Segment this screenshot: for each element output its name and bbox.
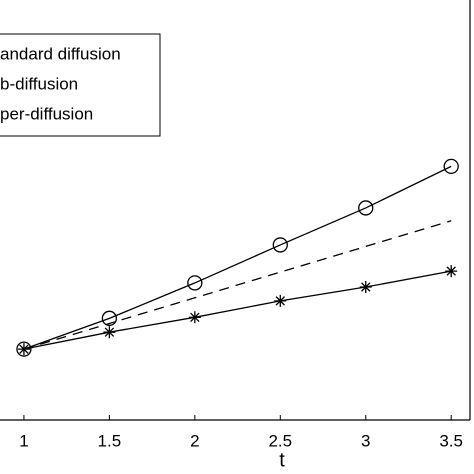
marker: [187, 275, 203, 291]
marker: [358, 200, 374, 216]
marker: [443, 158, 459, 175]
legend-label: b-diffusion: [0, 74, 78, 93]
legend-box: [0, 33, 161, 137]
marker: [274, 294, 287, 307]
x-axis-label: t: [279, 449, 285, 471]
x-tick-label: 1.5: [98, 431, 122, 450]
marker: [445, 265, 458, 278]
marker: [188, 311, 201, 324]
marker: [359, 281, 372, 294]
marker: [16, 341, 32, 357]
x-tick-label: 3.5: [439, 431, 463, 450]
legend-label: per-diffusion: [0, 104, 93, 123]
series-line: [23, 165, 452, 350]
marker: [101, 310, 118, 326]
legend-label: andard diffusion: [0, 44, 121, 63]
x-tick-label: 2: [190, 431, 199, 450]
marker: [103, 326, 116, 339]
x-tick-label: 3: [361, 431, 370, 450]
series-line: [23, 220, 452, 350]
x-tick-label: 2.5: [268, 431, 292, 450]
marker: [272, 237, 288, 253]
series-line: [23, 270, 452, 350]
x-tick-label: 1: [19, 431, 28, 450]
